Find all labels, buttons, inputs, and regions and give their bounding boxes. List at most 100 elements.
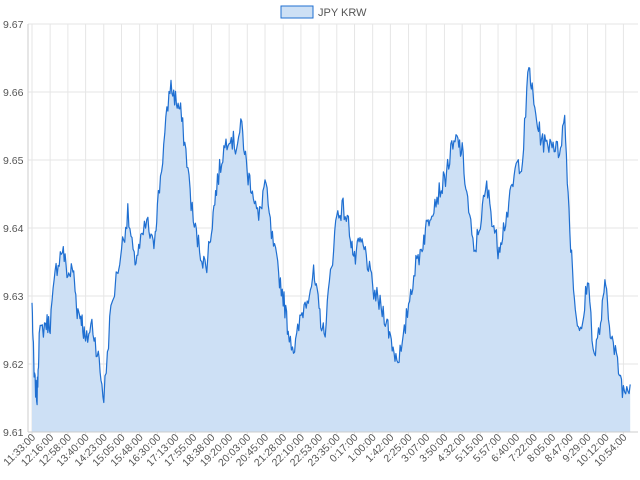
data-point[interactable] [449,151,453,155]
data-point[interactable] [341,206,345,210]
data-point[interactable] [586,274,590,278]
data-point[interactable] [221,151,225,155]
data-point[interactable] [209,226,213,230]
data-point[interactable] [185,158,189,162]
data-point[interactable] [317,308,321,312]
data-point[interactable] [604,280,608,284]
data-point[interactable] [460,151,464,155]
data-point[interactable] [90,321,94,325]
data-point[interactable] [162,144,166,148]
data-point[interactable] [126,212,130,216]
data-point[interactable] [48,321,52,325]
data-point[interactable] [371,287,375,291]
data-point[interactable] [102,396,106,400]
data-point[interactable] [532,104,536,108]
data-point[interactable] [109,308,113,312]
data-point[interactable] [54,267,58,271]
series-line-jpy-krw[interactable] [31,67,631,406]
data-point[interactable] [383,314,387,318]
data-point[interactable] [400,348,404,352]
data-point[interactable] [609,335,613,339]
data-point[interactable] [568,226,572,230]
data-point[interactable] [30,301,34,305]
data-point[interactable] [60,246,64,250]
data-point[interactable] [424,226,428,230]
data-point[interactable] [491,219,495,223]
data-point[interactable] [168,83,172,87]
data-point[interactable] [527,63,531,67]
data-point[interactable] [71,267,75,271]
data-point[interactable] [455,138,459,142]
data-point[interactable] [358,240,362,244]
data-point[interactable] [556,151,560,155]
data-point[interactable] [599,321,603,325]
data-point[interactable] [96,355,100,359]
legend-label-jpy-krw[interactable]: JPY KRW [318,7,367,19]
data-point[interactable] [616,362,620,366]
data-point[interactable] [514,165,518,169]
data-point[interactable] [335,212,339,216]
data-point[interactable] [299,314,303,318]
data-point[interactable] [245,172,249,176]
data-point[interactable] [191,219,195,223]
data-point[interactable] [35,396,39,400]
data-point[interactable] [174,97,178,101]
data-point[interactable] [563,117,567,121]
data-point[interactable] [293,348,297,352]
data-point[interactable] [364,253,368,257]
data-point[interactable] [119,246,123,250]
data-point[interactable] [544,144,548,148]
data-point[interactable] [377,301,381,305]
data-point[interactable] [347,226,351,230]
data-point[interactable] [328,274,332,278]
data-point[interactable] [179,110,183,114]
data-point[interactable] [430,206,434,210]
data-point[interactable] [66,274,70,278]
data-point[interactable] [145,219,149,223]
data-point[interactable] [537,131,541,135]
data-point[interactable] [138,246,142,250]
data-point[interactable] [84,342,88,346]
data-point[interactable] [436,192,440,196]
data-point[interactable] [132,260,136,264]
data-point[interactable] [322,335,326,339]
data-point[interactable] [250,185,254,189]
data-point[interactable] [472,253,476,257]
data-point[interactable] [281,294,285,298]
data-point[interactable] [198,246,202,250]
data-point[interactable] [466,199,470,203]
data-point[interactable] [37,335,41,339]
data-point[interactable] [312,274,316,278]
legend[interactable]: JPY KRW [280,5,367,19]
data-point[interactable] [502,226,506,230]
data-point[interactable] [32,376,36,380]
data-point[interactable] [269,233,273,237]
data-point[interactable] [485,185,489,189]
data-point[interactable] [388,335,392,339]
data-point[interactable] [151,246,155,250]
data-point[interactable] [227,131,231,135]
data-point[interactable] [580,335,584,339]
data-point[interactable] [44,321,48,325]
data-point[interactable] [75,308,79,312]
data-point[interactable] [79,314,83,318]
data-point[interactable] [521,158,525,162]
data-point[interactable] [407,301,411,305]
data-point[interactable] [214,185,218,189]
data-point[interactable] [233,144,237,148]
data-point[interactable] [419,246,423,250]
data-point[interactable] [442,178,446,182]
data-point[interactable] [394,355,398,359]
data-point[interactable] [550,138,554,142]
data-point[interactable] [413,267,417,271]
data-point[interactable] [353,260,357,264]
data-point[interactable] [240,124,244,128]
data-point[interactable] [478,219,482,223]
data-point[interactable] [305,294,309,298]
data-point[interactable] [496,246,500,250]
data-point[interactable] [257,219,261,223]
data-point[interactable] [508,199,512,203]
data-point[interactable] [628,382,632,386]
data-point[interactable] [621,389,625,393]
data-point[interactable] [573,308,577,312]
